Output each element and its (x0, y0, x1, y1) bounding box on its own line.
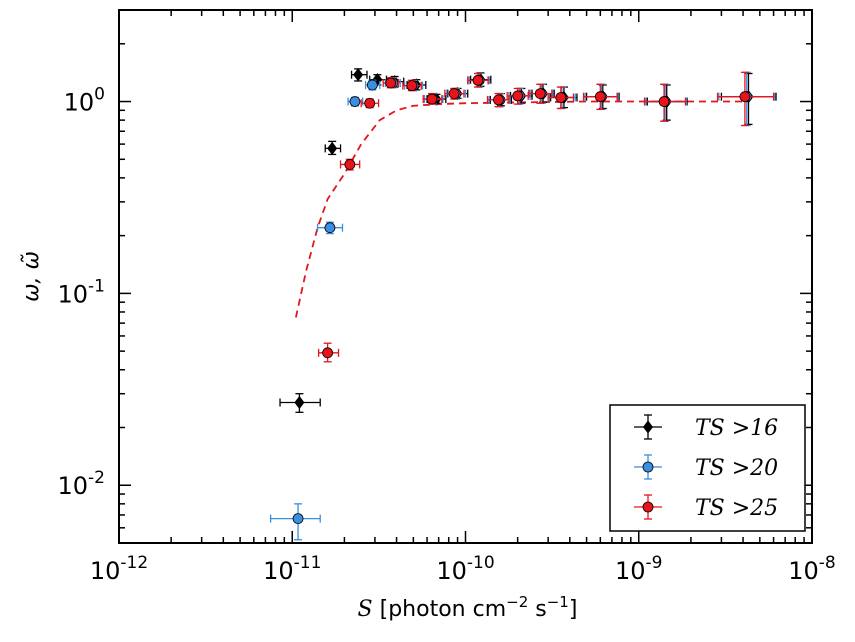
data-point (347, 96, 364, 107)
data-marker (739, 91, 751, 103)
data-point (506, 87, 529, 105)
data-point (360, 97, 380, 109)
data-marker (493, 94, 504, 106)
data-marker (322, 347, 334, 359)
data-point (324, 140, 342, 156)
data-marker (385, 77, 397, 89)
data-point (269, 503, 321, 541)
data-point (422, 92, 443, 105)
data-marker (294, 395, 305, 410)
series-layer (269, 68, 777, 541)
legend: TS >16 TS >20 TS >25 (609, 404, 806, 532)
data-marker (292, 513, 304, 525)
model-curve (295, 100, 747, 318)
data-marker (324, 222, 336, 234)
data-marker (344, 159, 356, 170)
model-curve-layer (295, 100, 747, 318)
x-tick-label: 10-10 (436, 553, 494, 585)
data-point (467, 72, 489, 88)
legend-item: TS >25 (634, 494, 778, 521)
series-3 (317, 71, 775, 363)
legend-label: TS >20 (695, 456, 778, 481)
data-marker (364, 97, 376, 109)
data-marker (472, 74, 484, 86)
data-point (316, 221, 344, 235)
data-point (364, 79, 381, 91)
data-point (643, 83, 687, 122)
data-point (582, 83, 618, 111)
data-marker (327, 141, 338, 156)
data-marker (555, 92, 567, 103)
series-1 (279, 68, 777, 413)
data-marker (406, 80, 418, 92)
data-point (716, 71, 775, 127)
x-axis-title: S [photon cm−2 s−1] (358, 593, 578, 622)
data-point (402, 79, 422, 92)
data-point (350, 68, 368, 82)
data-point (382, 77, 400, 89)
x-tick-label: 10-12 (90, 553, 148, 585)
data-marker (642, 501, 654, 513)
data-marker (643, 420, 653, 434)
data-point (547, 86, 575, 110)
x-tick-label: 10-9 (615, 553, 663, 585)
data-marker (349, 96, 361, 107)
x-tick-label: 10-11 (263, 553, 321, 585)
axes-layer: 10-12 10-11 10-10 10-9 10-8 10-2 10-1 100 S [pho… (19, 9, 836, 622)
y-tick-label: 100 (64, 85, 105, 117)
data-marker (658, 96, 670, 107)
data-point (317, 342, 340, 363)
legend-box (609, 404, 806, 532)
data-marker (594, 91, 606, 103)
data-marker (448, 88, 460, 99)
data-marker (534, 88, 546, 99)
data-marker (353, 68, 364, 82)
data-marker (426, 93, 438, 105)
legend-label: TS >16 (695, 416, 778, 441)
data-point (339, 158, 361, 171)
y-tick-label: 10-2 (58, 468, 106, 500)
data-marker (366, 79, 378, 91)
data-point (279, 393, 321, 413)
x-tick-label: 10-8 (788, 553, 836, 585)
legend-item: TS >16 (634, 414, 778, 441)
data-marker (642, 461, 654, 473)
legend-item: TS >20 (634, 454, 778, 481)
data-marker (512, 90, 524, 102)
y-axis-title: ω, ω̃ (19, 251, 44, 302)
y-tick-label: 10-1 (58, 276, 106, 308)
data-point (444, 87, 465, 100)
legend-label: TS >25 (695, 496, 778, 521)
data-point (486, 92, 510, 108)
